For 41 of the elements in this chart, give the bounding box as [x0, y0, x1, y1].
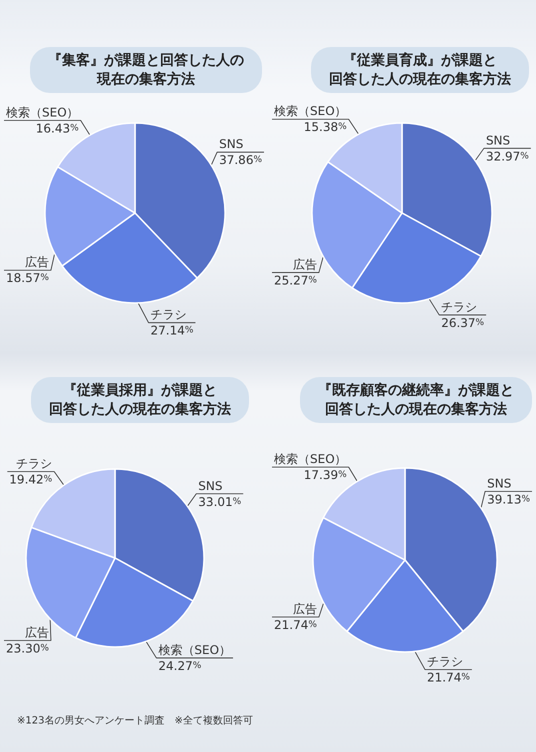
- data-label: 21.74%: [274, 618, 318, 632]
- slice-label: チラシ: [441, 300, 478, 314]
- slice-label: チラシ: [16, 456, 52, 471]
- slice-label: SNS: [487, 476, 512, 490]
- data-label: 37.86%: [219, 153, 262, 168]
- slice-label: 広告: [24, 626, 49, 640]
- chart-title: 『既存顧客の継続率』が課題と: [318, 382, 514, 398]
- slice-label: チラシ: [427, 654, 463, 669]
- data-label: 16.43%: [36, 121, 80, 136]
- data-label: 24.27%: [158, 658, 202, 673]
- data-label: 26.37%: [441, 316, 485, 330]
- chart-subtitle: 回答した人の現在の集客方法: [49, 400, 231, 418]
- data-label: 19.42%: [9, 472, 53, 487]
- slice-label: 検索（SEO）: [274, 104, 347, 118]
- data-label: 15.38%: [304, 120, 348, 134]
- chart-title: 『従業員育成』が課題と: [343, 52, 497, 68]
- data-label: 33.01%: [198, 494, 242, 509]
- slice-label: SNS: [219, 137, 244, 152]
- data-label: 27.14%: [150, 324, 194, 338]
- slice-label: 広告: [292, 602, 317, 616]
- data-label: 17.39%: [304, 468, 348, 482]
- slice-label: SNS: [198, 478, 223, 493]
- chart-subtitle: 現在の集客方法: [96, 70, 195, 88]
- data-label: 23.30%: [6, 642, 50, 656]
- slice-label: SNS: [486, 133, 510, 148]
- chart-title: 『集客』が課題と回答した人の: [48, 52, 244, 68]
- data-label: 25.27%: [274, 274, 318, 288]
- chart-subtitle: 回答した人の現在の集客方法: [325, 400, 507, 418]
- slice-label: チラシ: [150, 308, 187, 322]
- slice-label: 検索（SEO）: [6, 105, 79, 120]
- data-label: 39.13%: [487, 492, 530, 506]
- slice-label: 検索（SEO）: [158, 642, 232, 657]
- text: ※123名の男女へアンケート調査 ※全て複数回答可: [17, 714, 253, 726]
- chart-subtitle: 回答した人の現在の集客方法: [329, 70, 511, 88]
- data-label: 21.74%: [427, 670, 470, 685]
- slice-label: 広告: [292, 258, 317, 272]
- slice-label: 広告: [24, 255, 49, 270]
- data-label: 32.97%: [486, 149, 530, 164]
- chart-title: 『従業員採用』が課題と: [63, 382, 217, 398]
- data-label: 18.57%: [6, 271, 50, 286]
- slice-label: 検索（SEO）: [274, 452, 347, 466]
